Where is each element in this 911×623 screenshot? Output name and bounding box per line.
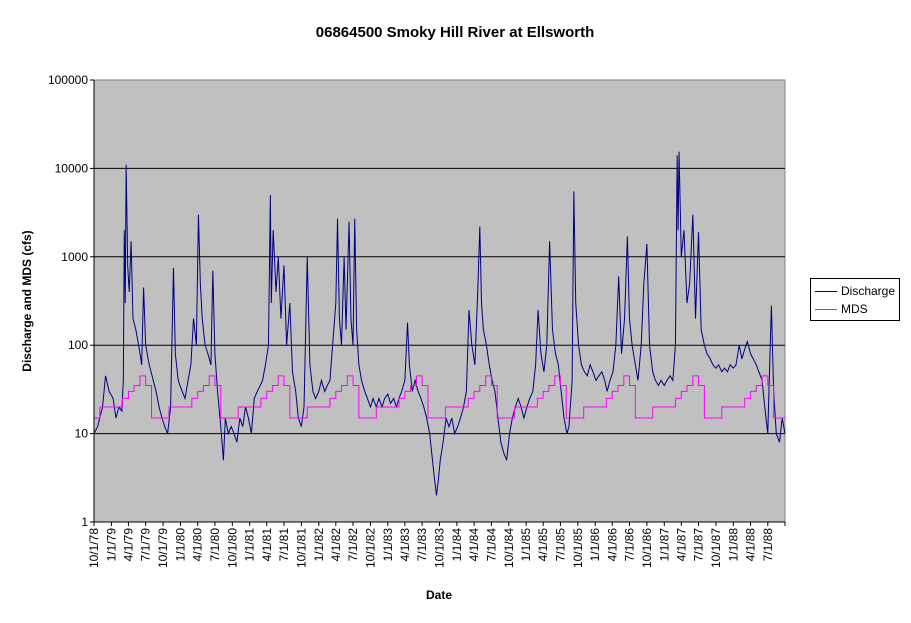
y-tick-label: 1000 <box>61 250 88 264</box>
x-tick-label: 7/1/81 <box>277 528 291 562</box>
x-tick-label: 7/1/88 <box>761 528 775 562</box>
x-tick-label: 10/1/86 <box>640 528 654 568</box>
y-axis-label: Discharge and MDS (cfs) <box>20 230 34 371</box>
y-tick-label: 1 <box>81 515 88 529</box>
chart-title: 06864500 Smoky Hill River at Ellsworth <box>316 24 594 41</box>
x-tick-label: 1/1/79 <box>104 528 118 562</box>
x-tick-label: 4/1/84 <box>467 528 481 562</box>
x-tick-label: 1/1/88 <box>726 528 740 562</box>
x-tick-label: 1/1/82 <box>312 528 326 562</box>
x-tick-label: 10/1/80 <box>225 528 239 568</box>
x-tick-label: 4/1/85 <box>536 528 550 562</box>
gridlines <box>94 167 785 435</box>
plot-area <box>93 79 786 523</box>
x-tick-label: 4/1/88 <box>744 528 758 562</box>
legend-label-mds: MDS <box>841 302 868 316</box>
x-axis-label: Date <box>426 588 452 602</box>
y-tick-label: 100 <box>68 338 88 352</box>
legend-swatch-discharge <box>815 290 837 292</box>
x-tick-label: 7/1/87 <box>692 528 706 562</box>
series-line-discharge <box>93 151 786 496</box>
x-tick-label: 10/1/78 <box>87 528 101 568</box>
x-tick-label: 10/1/83 <box>433 528 447 568</box>
x-tick-label: 4/1/79 <box>121 528 135 562</box>
x-tick-label: 4/1/80 <box>191 528 205 562</box>
x-tick-label: 1/1/85 <box>519 528 533 562</box>
x-tick-label: 1/1/83 <box>381 528 395 562</box>
x-tick-label: 10/1/79 <box>156 528 170 568</box>
y-tick-label: 100000 <box>48 73 88 87</box>
x-tick-label: 7/1/80 <box>208 528 222 562</box>
legend-item-mds: MDS <box>815 301 868 317</box>
x-tick-label: 7/1/83 <box>415 528 429 562</box>
x-axis-ticks: 10/1/78 1/1/79 4/1/79 7/1/79 10/1/79 1/1/80 4/… <box>87 522 786 568</box>
x-tick-label: 10/1/81 <box>294 528 308 568</box>
y-tick-label: 10000 <box>55 161 89 175</box>
x-tick-label: 7/1/82 <box>346 528 360 562</box>
legend-swatch-mds <box>815 308 837 310</box>
x-tick-label: 7/1/79 <box>139 528 153 562</box>
y-tick-label: 10 <box>75 427 89 441</box>
x-tick-label: 1/1/84 <box>450 528 464 562</box>
legend-label-discharge: Discharge <box>841 284 896 298</box>
x-tick-label: 1/1/81 <box>243 528 257 562</box>
series-line-mds <box>94 375 785 419</box>
x-tick-label: 1/1/80 <box>173 528 187 562</box>
legend: Discharge MDS <box>810 278 900 321</box>
x-tick-label: 10/1/85 <box>571 528 585 568</box>
x-tick-label: 1/1/86 <box>588 528 602 562</box>
x-tick-label: 4/1/81 <box>260 528 274 562</box>
series-lines <box>93 151 786 496</box>
x-tick-label: 10/1/82 <box>363 528 377 568</box>
x-tick-label: 4/1/83 <box>398 528 412 562</box>
x-tick-label: 7/1/86 <box>622 528 636 562</box>
x-tick-label: 7/1/85 <box>553 528 567 562</box>
legend-item-discharge: Discharge <box>815 283 895 299</box>
x-tick-label: 1/1/87 <box>657 528 671 562</box>
x-tick-label: 4/1/87 <box>674 528 688 562</box>
y-axis-ticks: 1 10 100 1000 10000 100000 <box>48 73 94 529</box>
x-tick-label: 7/1/84 <box>484 528 498 562</box>
x-tick-label: 4/1/86 <box>605 528 619 562</box>
x-tick-label: 10/1/87 <box>709 528 723 568</box>
x-tick-label: 4/1/82 <box>329 528 343 562</box>
x-tick-label: 10/1/84 <box>502 528 516 568</box>
